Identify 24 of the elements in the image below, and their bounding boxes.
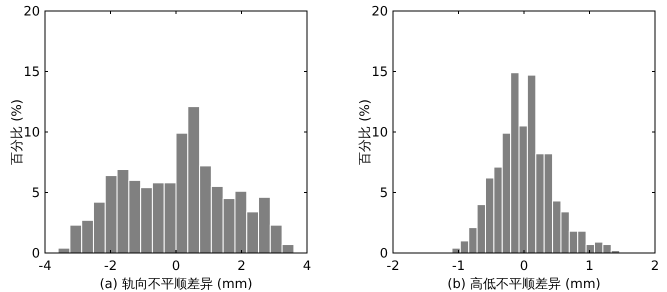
y-tick-label: 5 [380,186,388,202]
x-tick-label: 0 [172,259,180,274]
y-tick-label: 5 [32,186,40,202]
x-tick-label: -1 [452,259,465,274]
x-axis-title: (b) 高低不平顺差异 (mm) [447,276,601,292]
x-axis-title: (a) 轨向不平顺差异 (mm) [100,277,252,292]
x-tick-label: 4 [302,259,312,274]
y-tick-label: 10 [23,126,40,141]
y-tick-label: 0 [32,246,40,262]
y-tick-label: 15 [23,65,40,80]
x-tick-label: -2 [104,259,117,274]
x-tick-label: -2 [386,259,400,274]
x-tick-label: 2 [237,259,246,274]
x-tick-label: 2 [650,259,660,274]
x-tick-label: -4 [38,259,52,274]
y-tick-label: 20 [371,4,388,20]
y-tick-label: 15 [371,65,388,80]
y-tick-label: 0 [380,246,388,262]
y-tick-label: 10 [371,126,388,141]
x-tick-label: 0 [520,259,528,274]
y-tick-label: 20 [23,4,40,20]
x-tick-label: 1 [585,259,594,274]
y-axis-title: 百分比 (%) [358,99,373,165]
y-axis-title: 百分比 (%) [10,99,25,165]
